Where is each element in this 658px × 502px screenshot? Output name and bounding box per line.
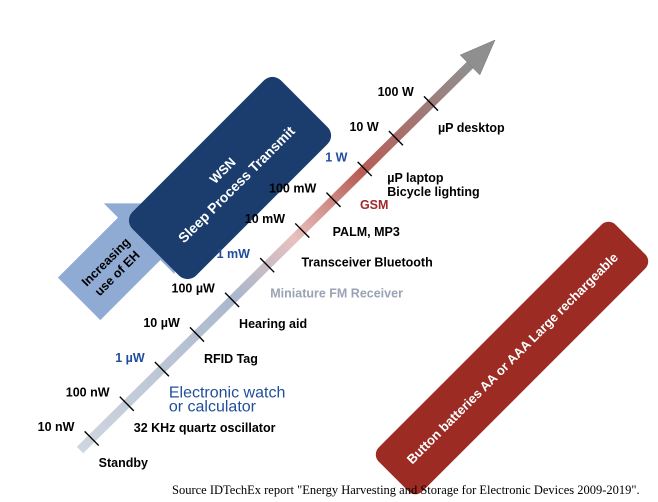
- item-label: µP laptop: [387, 171, 444, 185]
- battery-box-text: Button batteries AA or AAA Large recharg…: [404, 250, 621, 467]
- item-label: Transceiver Bluetooth: [301, 256, 432, 270]
- tick-label: 1 W: [325, 151, 347, 165]
- tick-label: 100 µW: [172, 281, 216, 295]
- tick-label: 10 mW: [245, 212, 285, 226]
- tick-label: 1 mW: [217, 247, 251, 261]
- source-citation: Source IDTechEx report "Energy Harvestin…: [172, 483, 640, 497]
- tick-label: 100 nW: [66, 385, 110, 399]
- item-label: GSM: [360, 198, 388, 212]
- item-label: Miniature FM Receiver: [270, 286, 403, 300]
- tick-label: 1 µW: [115, 351, 145, 365]
- tick-label: 10 nW: [38, 420, 75, 434]
- tick-label: 100 W: [378, 85, 414, 99]
- tick-label: 10 W: [349, 120, 378, 134]
- item-label: Hearing aid: [239, 317, 307, 331]
- item-label: 32 KHz quartz oscillator: [134, 421, 276, 435]
- item-label: PALM, MP3: [333, 225, 400, 239]
- item-label: Standby: [99, 456, 148, 470]
- power-spectrum-diagram: Increasinguse of EHWSNSleep Process Tran…: [0, 0, 658, 502]
- item-label: or calculator: [169, 399, 257, 416]
- item-label: RFID Tag: [204, 352, 258, 366]
- item-label: µP desktop: [438, 121, 505, 135]
- tick-label: 10 µW: [143, 316, 180, 330]
- tick-label: 100 mW: [269, 181, 316, 195]
- item-label: Bicycle lighting: [387, 185, 479, 199]
